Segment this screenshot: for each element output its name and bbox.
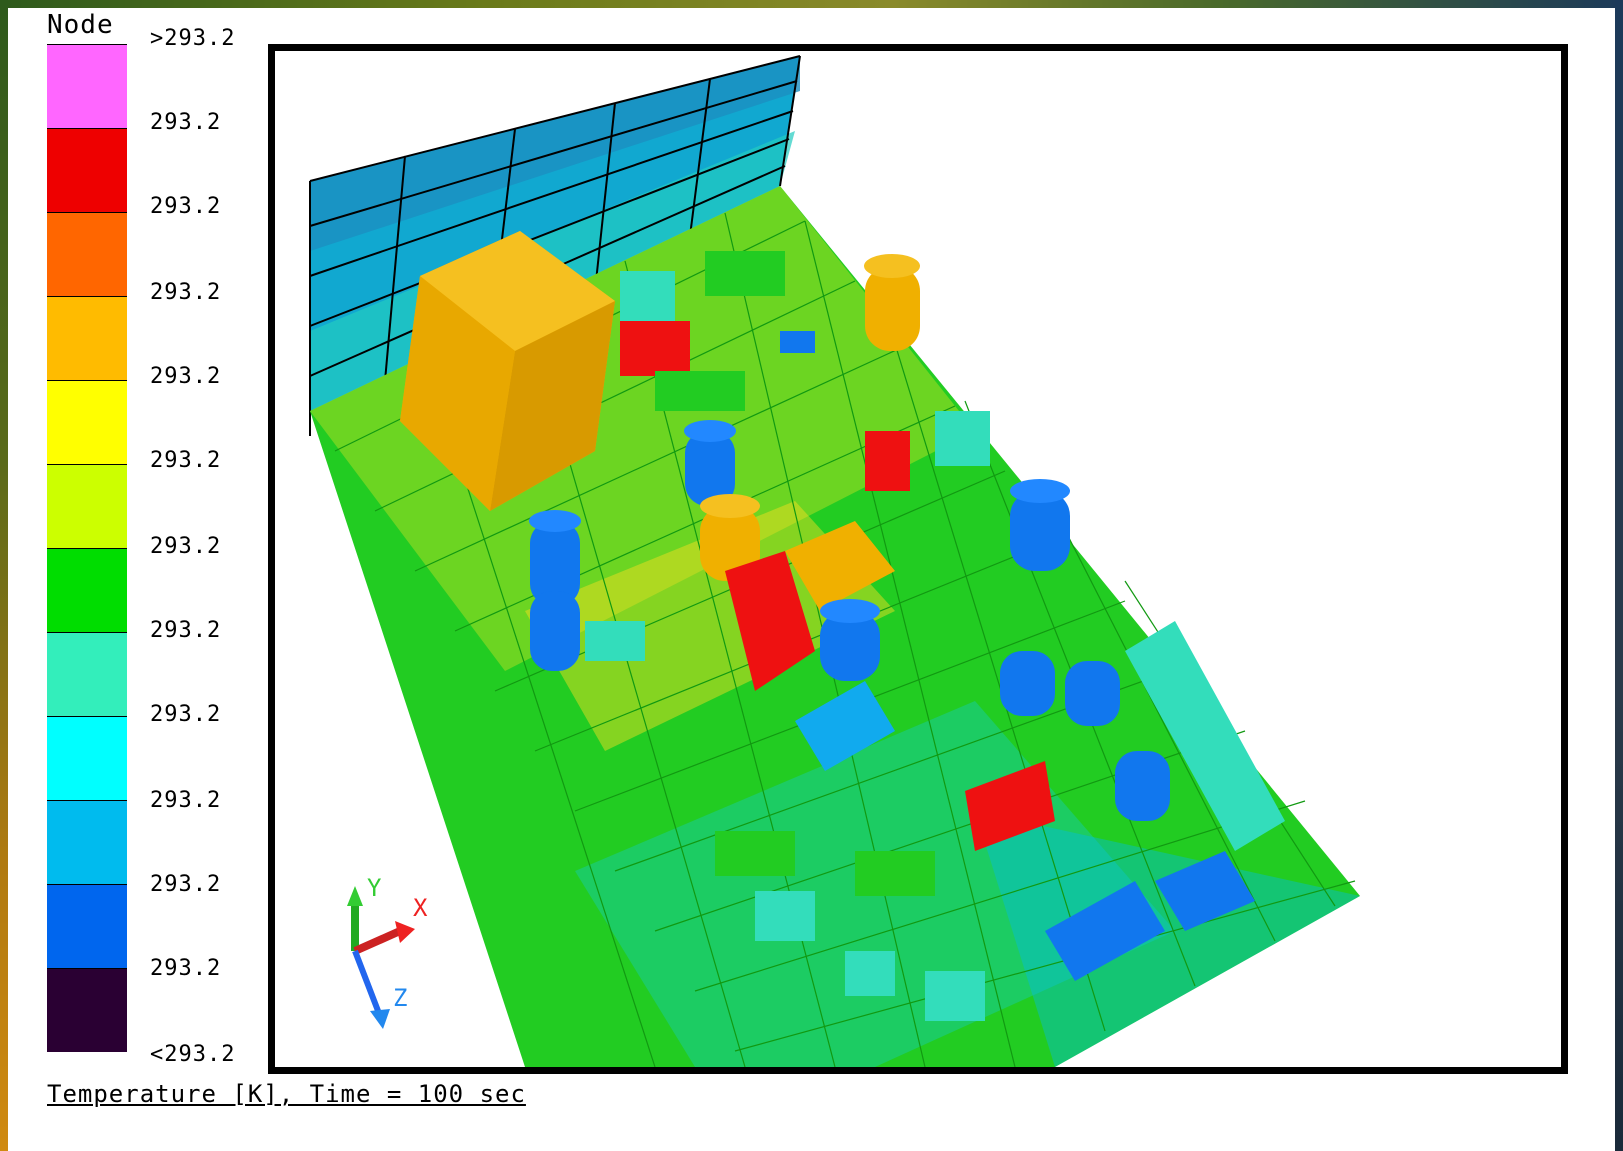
axis-triad: Y X Z bbox=[347, 874, 428, 1029]
component-block bbox=[655, 371, 745, 411]
legend-swatch bbox=[47, 464, 127, 548]
component-block bbox=[925, 971, 985, 1021]
capacitor bbox=[1065, 661, 1120, 726]
back-wall-grid bbox=[309, 55, 801, 436]
legend-label: 293.2 bbox=[150, 194, 222, 219]
component-block bbox=[705, 251, 785, 296]
capacitor bbox=[530, 521, 580, 606]
legend-label: 293.2 bbox=[150, 788, 222, 813]
legend-swatch bbox=[47, 884, 127, 968]
legend-swatch bbox=[47, 716, 127, 800]
legend-label: 293.2 bbox=[150, 448, 222, 473]
component-block bbox=[620, 321, 690, 376]
triad-y-label: Y bbox=[367, 874, 382, 902]
component-block bbox=[715, 831, 795, 876]
legend-label: <293.2 bbox=[150, 1042, 236, 1067]
legend-label: 293.2 bbox=[150, 110, 222, 135]
legend-swatch bbox=[47, 128, 127, 212]
legend-swatch bbox=[47, 380, 127, 464]
capacitor bbox=[1155, 851, 1255, 931]
legend-swatch bbox=[47, 632, 127, 716]
capacitor bbox=[530, 591, 580, 671]
legend-label: 293.2 bbox=[150, 956, 222, 981]
component-block bbox=[755, 891, 815, 941]
result-caption: Temperature [K], Time = 100 sec bbox=[47, 1080, 526, 1108]
component-block bbox=[725, 551, 815, 691]
capacitor bbox=[685, 431, 735, 506]
legend-swatch bbox=[47, 212, 127, 296]
component-block bbox=[865, 431, 910, 491]
component-block bbox=[1125, 621, 1285, 851]
window-frame-top bbox=[0, 0, 1623, 8]
legend-label: 293.2 bbox=[150, 702, 222, 727]
capacitor bbox=[865, 266, 920, 351]
triad-x-label: X bbox=[413, 894, 428, 922]
triad-z-label: Z bbox=[393, 984, 407, 1012]
legend-label: 293.2 bbox=[150, 618, 222, 643]
legend-label: >293.2 bbox=[150, 26, 236, 51]
legend-swatch bbox=[47, 800, 127, 884]
legend-label: 293.2 bbox=[150, 872, 222, 897]
component-block bbox=[780, 331, 815, 353]
capacitor bbox=[1115, 751, 1170, 821]
legend-label: 293.2 bbox=[150, 280, 222, 305]
capacitor bbox=[820, 611, 880, 681]
component-block bbox=[935, 411, 990, 466]
capacitor bbox=[1045, 881, 1165, 981]
model-viewport[interactable]: Y X Z bbox=[268, 44, 1568, 1074]
legend-title: Node bbox=[47, 10, 114, 40]
window-frame-left bbox=[0, 0, 8, 1151]
component-block bbox=[795, 681, 895, 771]
component-block bbox=[620, 271, 675, 326]
color-legend bbox=[47, 44, 127, 1052]
capacitor bbox=[700, 506, 760, 581]
component-block bbox=[965, 761, 1055, 851]
window-frame-right bbox=[1615, 0, 1623, 1151]
component-block bbox=[845, 951, 895, 996]
capacitor bbox=[1000, 651, 1055, 716]
legend-swatch bbox=[47, 968, 127, 1052]
legend-label: 293.2 bbox=[150, 534, 222, 559]
legend-swatch bbox=[47, 296, 127, 380]
component-block bbox=[585, 621, 645, 661]
component-block bbox=[785, 521, 895, 611]
legend-label: 293.2 bbox=[150, 364, 222, 389]
legend-swatch bbox=[47, 44, 127, 128]
fe-model-render: Y X Z bbox=[309, 55, 1360, 1067]
legend-swatch bbox=[47, 548, 127, 632]
component-block bbox=[855, 851, 935, 896]
capacitor bbox=[1010, 491, 1070, 571]
